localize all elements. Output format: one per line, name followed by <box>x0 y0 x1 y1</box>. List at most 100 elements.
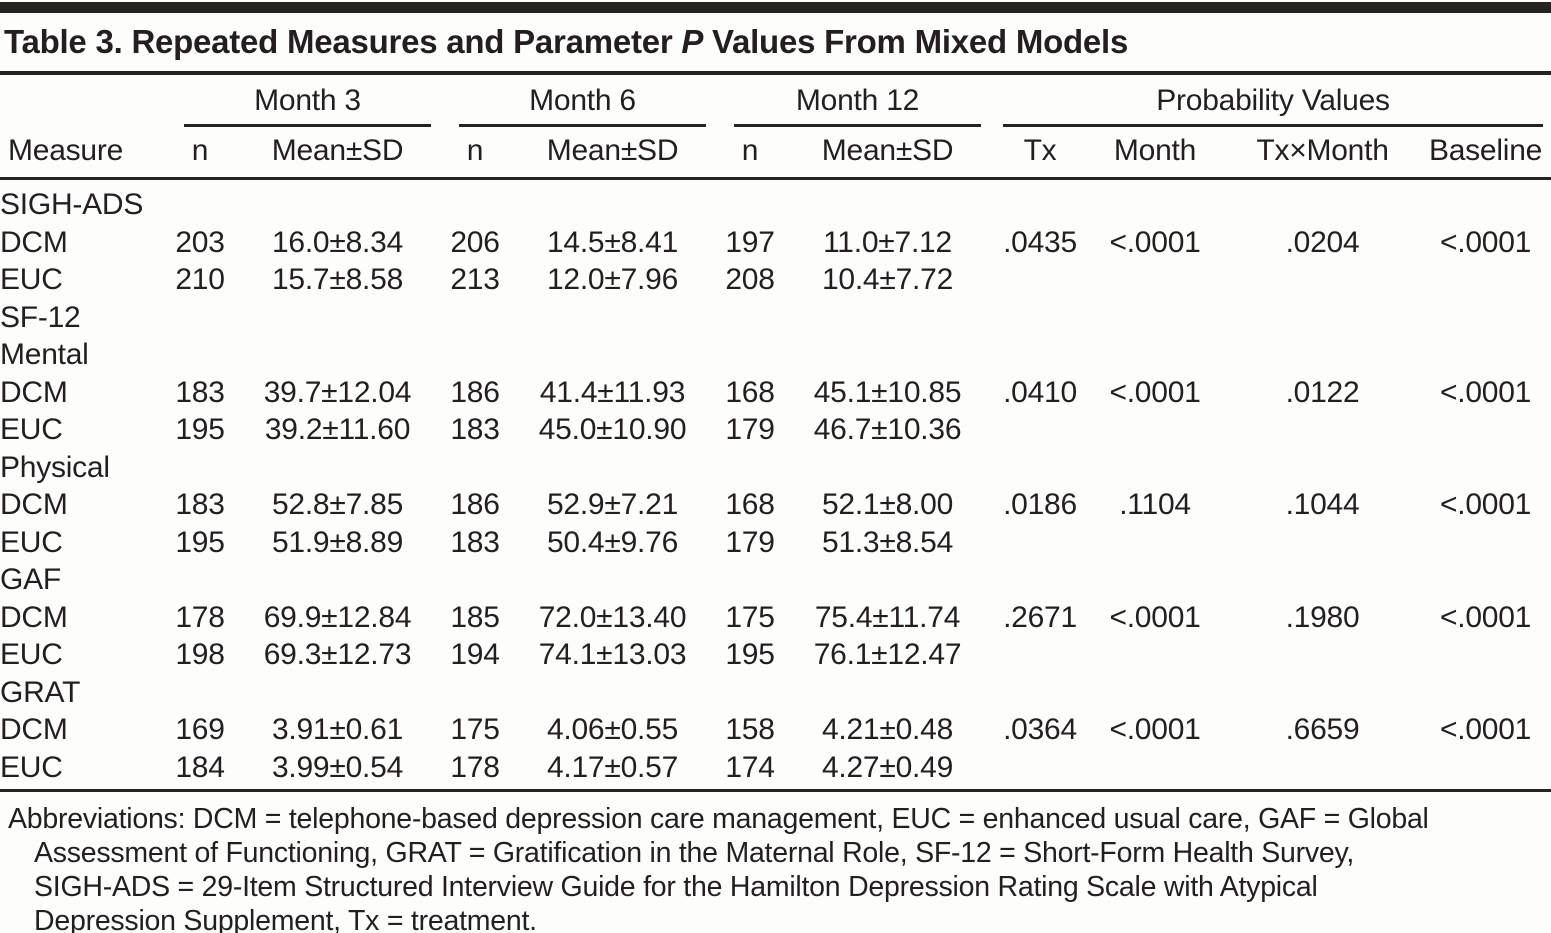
table-cell: 45.0±10.90 <box>538 413 687 447</box>
table-cell <box>720 299 780 337</box>
table-group-row: Mental <box>0 336 1551 374</box>
group-header-row: Month 3 Month 6 Month 12 Probability Val… <box>0 75 1551 127</box>
table-cell: 51.3±8.54 <box>821 525 954 559</box>
row-label: DCM <box>0 600 68 634</box>
group-header-probability-values: Probability Values <box>995 75 1551 127</box>
row-label: EUC <box>0 750 63 784</box>
table-cell: 12.0±7.96 <box>546 263 679 297</box>
table-cell <box>780 336 995 374</box>
table-cell: 183 <box>175 375 225 409</box>
table-group-row: SIGH-ADS <box>0 179 1551 224</box>
table-cell: .1044 <box>1285 488 1360 522</box>
table-cell: 4.17±0.57 <box>546 750 679 784</box>
table-cell <box>1085 299 1225 337</box>
table-cell <box>720 561 780 599</box>
table-cell: <.0001 <box>1109 600 1201 634</box>
table-row: EUC 198 69.3±12.73 194 74.1±13.03 195 76.1±12.… <box>0 636 1551 674</box>
table-cell <box>505 674 720 712</box>
table-cell: .0204 <box>1285 225 1360 259</box>
table-cell <box>445 299 505 337</box>
table-cell <box>445 561 505 599</box>
table-cell <box>1085 524 1225 562</box>
group-header-month-12-label: Month 12 <box>734 84 982 127</box>
table-cell: <.0001 <box>1439 375 1532 409</box>
footnote-line: Depression Supplement, Tx = treatment. <box>34 905 537 933</box>
table-cell: 194 <box>450 638 500 672</box>
table-cell: 50.4±9.76 <box>546 525 679 559</box>
table-cell <box>1225 749 1420 787</box>
group-header-spacer <box>0 75 170 127</box>
table-cell <box>995 749 1085 787</box>
table-cell <box>170 561 230 599</box>
table-cell <box>230 179 445 224</box>
table-cell: 178 <box>175 600 225 634</box>
table-cell: <.0001 <box>1439 488 1532 522</box>
row-label: GAF <box>0 563 61 597</box>
table-cell: 198 <box>175 638 225 672</box>
table-cell: 4.21±0.48 <box>821 713 954 747</box>
table-cell: 203 <box>175 225 225 259</box>
table-cell <box>1085 336 1225 374</box>
table-cell <box>170 336 230 374</box>
table-row: DCM 203 16.0±8.34 206 14.5±8.41 197 11.0±7.12.… <box>0 224 1551 262</box>
table-cell: .2671 <box>1003 600 1077 634</box>
footnote-line: Assessment of Functioning, GRAT = Gratif… <box>34 837 1355 869</box>
table-cell <box>720 449 780 487</box>
row-label: SF-12 <box>0 300 81 334</box>
table-cell: 186 <box>450 488 500 522</box>
table-cell: 15.7±8.58 <box>271 263 404 297</box>
row-label: EUC <box>0 525 63 559</box>
table-cell: 45.1±10.85 <box>813 375 962 409</box>
group-header-month-3: Month 3 <box>170 75 445 127</box>
row-label: Mental <box>0 338 89 372</box>
table-cell: <.0001 <box>1109 375 1201 409</box>
table-cell <box>170 449 230 487</box>
column-header-mean-sd-month6: Mean±SD <box>505 127 720 180</box>
table-cell <box>505 179 720 224</box>
table-cell <box>780 179 995 224</box>
table-cell: 76.1±12.47 <box>813 638 962 672</box>
table-footnote: Abbreviations: DCM = telephone-based dep… <box>0 789 1551 933</box>
title-text-before: Table 3. Repeated Measures and Parameter <box>4 23 682 60</box>
table-cell <box>995 411 1085 449</box>
table-cell <box>445 336 505 374</box>
table-cell <box>1225 261 1420 299</box>
row-label: DCM <box>0 225 68 259</box>
table-cell: 158 <box>725 713 775 747</box>
column-header-n-month12: n <box>720 127 780 180</box>
table-cell: 75.4±11.74 <box>814 600 961 634</box>
table-cell <box>720 336 780 374</box>
table-cell <box>720 674 780 712</box>
table-cell: 186 <box>450 375 500 409</box>
table-cell <box>995 449 1085 487</box>
table-cell <box>780 674 995 712</box>
table-cell: 41.4±11.93 <box>539 375 686 409</box>
column-header-baseline: Baseline <box>1420 127 1551 180</box>
table-row: EUC 195 39.2±11.60 183 45.0±10.90 179 46.7±10.… <box>0 411 1551 449</box>
table-cell: 183 <box>175 488 225 522</box>
table-row: DCM 183 52.8±7.85 186 52.9±7.21 168 52.1±8.00.… <box>0 486 1551 524</box>
table-cell: 175 <box>450 713 500 747</box>
table-row: DCM 183 39.7±12.04 186 41.4±11.93 168 45.1±10.… <box>0 374 1551 412</box>
table-cell <box>1085 561 1225 599</box>
table-cell: 213 <box>450 263 500 297</box>
table-cell <box>1225 449 1420 487</box>
table-cell <box>505 336 720 374</box>
column-header-n-month6: n <box>445 127 505 180</box>
table-cell <box>1085 261 1225 299</box>
table-cell <box>230 299 445 337</box>
table-cell: 39.2±11.60 <box>264 413 411 447</box>
table-cell: 39.7±12.04 <box>263 375 412 409</box>
row-label: DCM <box>0 375 68 409</box>
table-row: EUC 210 15.7±8.58 213 12.0±7.96 208 10.4±7.72 <box>0 261 1551 299</box>
table-cell: 46.7±10.36 <box>813 413 962 447</box>
table-cell: 11.0±7.12 <box>823 225 952 259</box>
table-cell: 179 <box>725 413 775 447</box>
column-header-n-month3: n <box>170 127 230 180</box>
table-cell <box>1085 411 1225 449</box>
table-cell: 174 <box>725 750 775 784</box>
table-cell <box>995 179 1085 224</box>
table-cell <box>1085 636 1225 674</box>
table-cell <box>995 299 1085 337</box>
table-cell <box>445 449 505 487</box>
